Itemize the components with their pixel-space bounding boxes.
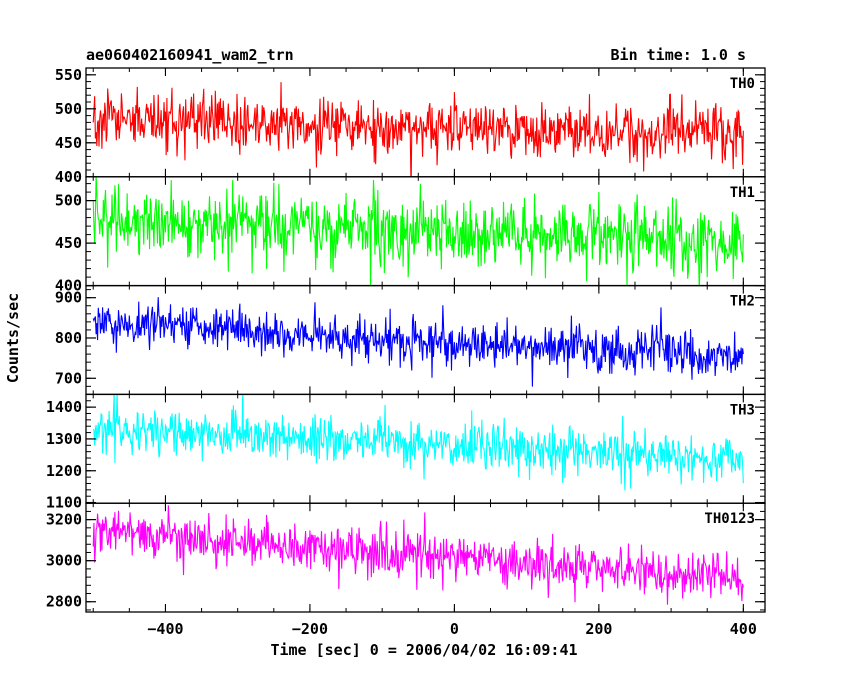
y-tick-label: 500: [55, 192, 82, 210]
panel-th1: 400 450 500 TH1: [55, 176, 766, 295]
panel-label-th2: TH2: [730, 294, 755, 310]
y-tick-label: 700: [55, 369, 82, 387]
y-tick-label: 3000: [46, 552, 82, 570]
y-tick-label: 400: [55, 168, 82, 186]
chart-title: ae060402160941_wam2_trn: [86, 46, 294, 64]
y-tick-label: 400: [55, 277, 82, 295]
panel-frame: [85, 502, 766, 613]
x-tick-label: −400: [147, 620, 183, 638]
x-tick-label: −200: [292, 620, 328, 638]
panel-th3: 1100 1200 1300 1400 TH3: [46, 393, 766, 512]
panels-group: 400 450 500 550 TH0 400 450 500 TH1 700 800 900 TH2 1…: [46, 66, 766, 613]
panel-label-th0123: TH0123: [704, 511, 755, 527]
y-tick-label: 1100: [46, 494, 82, 512]
y-tick-label: 1300: [46, 430, 82, 448]
y-tick-label: 450: [55, 134, 82, 152]
x-tick-label: 0: [450, 620, 459, 638]
panel-th2: 700 800 900 TH2: [55, 284, 766, 396]
y-tick-label: 2800: [46, 593, 82, 611]
x-tick-label: 200: [585, 620, 612, 638]
y-axis-label: Counts/sec: [4, 293, 22, 383]
x-axis: −400 −200 0 200 400: [147, 620, 756, 638]
panel-label-th1: TH1: [730, 185, 755, 201]
panel-th0123: 2800 3000 3200 TH0123: [46, 502, 766, 613]
bin-time-label: Bin time: 1.0 s: [611, 46, 746, 64]
y-tick-label: 550: [55, 66, 82, 84]
series-th0: [92, 82, 744, 177]
y-tick-label: 1400: [46, 398, 82, 416]
y-tick-label: 800: [55, 329, 82, 347]
y-tick-label: 500: [55, 100, 82, 118]
y-tick-label: 900: [55, 289, 82, 307]
y-tick-label: 1200: [46, 462, 82, 480]
series-th3: [92, 394, 744, 491]
series-th1: [92, 176, 744, 286]
panel-th0: 400 450 500 550 TH0: [55, 66, 766, 186]
y-tick-label: 450: [55, 234, 82, 252]
panel-label-th3: TH3: [730, 402, 755, 418]
panel-label-th0: TH0: [730, 76, 755, 92]
series-th0123: [92, 505, 744, 605]
x-tick-label: 400: [730, 620, 757, 638]
x-axis-label: Time [sec] 0 = 2006/04/02 16:09:41: [270, 641, 577, 659]
series-th2: [92, 297, 744, 387]
y-tick-label: 3200: [46, 511, 82, 529]
